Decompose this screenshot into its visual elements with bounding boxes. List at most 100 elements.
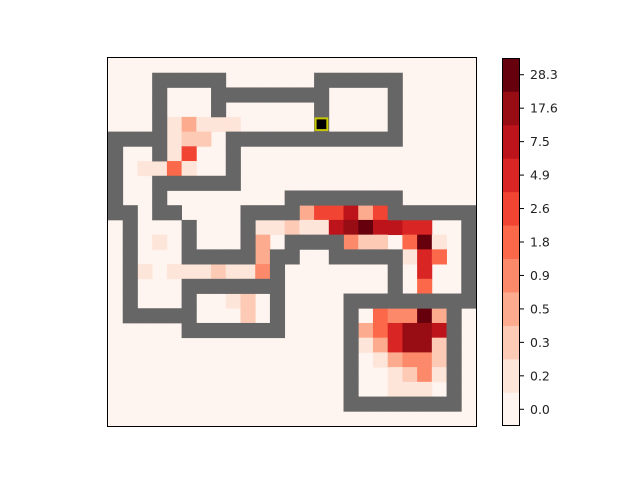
heatmap-cell bbox=[358, 322, 374, 339]
wall-cell bbox=[461, 219, 477, 236]
heatmap-cell bbox=[431, 308, 447, 324]
wall-cell bbox=[225, 131, 241, 147]
wall-cell bbox=[152, 205, 168, 221]
wall-cell bbox=[461, 264, 477, 280]
wall-cell bbox=[225, 87, 241, 103]
heatmap-cell bbox=[358, 219, 374, 236]
wall-cell bbox=[122, 293, 138, 309]
wall-cell bbox=[211, 87, 227, 103]
heatmap-cell bbox=[211, 116, 227, 132]
wall-cell bbox=[358, 131, 374, 147]
wall-cell bbox=[446, 337, 462, 353]
wall-cell bbox=[402, 293, 418, 309]
heatmap-cell bbox=[372, 352, 389, 368]
wall-cell bbox=[328, 131, 344, 147]
wall-cell bbox=[314, 190, 330, 206]
heatmap-cell bbox=[417, 234, 433, 250]
wall-cell bbox=[152, 131, 168, 147]
heatmap-frame bbox=[107, 57, 477, 427]
wall-cell bbox=[417, 205, 433, 221]
wall-cell bbox=[343, 72, 359, 88]
heatmap-cell bbox=[387, 337, 403, 353]
wall-cell bbox=[446, 308, 462, 324]
wall-cell bbox=[372, 72, 389, 88]
wall-cell bbox=[152, 116, 168, 132]
colorbar-tick-label: 0.3 bbox=[530, 335, 550, 350]
wall-cell bbox=[211, 322, 227, 339]
heatmap-cell bbox=[152, 234, 168, 250]
wall-cell bbox=[387, 205, 403, 221]
heatmap-cell bbox=[372, 322, 389, 339]
colorbar-segment bbox=[502, 392, 520, 427]
wall-cell bbox=[343, 308, 359, 324]
wall-cell bbox=[314, 72, 330, 88]
heatmap-cell bbox=[387, 322, 403, 339]
wall-cell bbox=[417, 396, 433, 412]
heatmap-cell bbox=[225, 293, 241, 309]
wall-cell bbox=[269, 87, 286, 103]
heatmap-cell bbox=[372, 234, 389, 250]
wall-cell bbox=[284, 249, 300, 265]
wall-cell bbox=[314, 131, 330, 147]
heatmap-cell bbox=[343, 205, 359, 221]
wall-cell bbox=[446, 293, 462, 309]
wall-cell bbox=[269, 308, 286, 324]
colorbar-segment bbox=[502, 158, 520, 193]
wall-cell bbox=[240, 87, 256, 103]
wall-cell bbox=[387, 278, 403, 294]
wall-cell bbox=[225, 146, 241, 162]
wall-cell bbox=[343, 190, 359, 206]
wall-cell bbox=[240, 322, 256, 339]
heatmap-cell bbox=[196, 264, 212, 280]
heatmap-cell bbox=[417, 219, 433, 236]
wall-cell bbox=[122, 205, 138, 221]
heatmap-cell bbox=[387, 381, 403, 397]
wall-cell bbox=[196, 72, 212, 88]
heatmap-cell bbox=[314, 219, 330, 236]
heatmap-cell bbox=[387, 367, 403, 383]
heatmap-cell bbox=[314, 205, 330, 221]
heatmap-cell bbox=[255, 264, 271, 280]
wall-cell bbox=[181, 293, 197, 309]
wall-cell bbox=[446, 396, 462, 412]
wall-cell bbox=[284, 234, 300, 250]
wall-cell bbox=[284, 131, 300, 147]
heatmap-cell bbox=[402, 352, 418, 368]
wall-cell bbox=[166, 308, 182, 324]
wall-cell bbox=[372, 249, 389, 265]
wall-cell bbox=[387, 116, 403, 132]
heatmap-cell bbox=[358, 234, 374, 250]
wall-cell bbox=[299, 87, 315, 103]
colorbar-tick-label: 2.6 bbox=[530, 201, 550, 216]
wall-cell bbox=[387, 190, 403, 206]
heatmap-cell bbox=[431, 367, 447, 383]
wall-cell bbox=[240, 219, 256, 236]
wall-cell bbox=[343, 131, 359, 147]
heatmap-cell bbox=[269, 219, 286, 236]
heatmap-cell bbox=[328, 205, 344, 221]
wall-cell bbox=[461, 249, 477, 265]
wall-cell bbox=[343, 249, 359, 265]
heatmap-cell bbox=[417, 367, 433, 383]
wall-cell bbox=[372, 293, 389, 309]
heatmap-cell bbox=[417, 337, 433, 353]
wall-cell bbox=[387, 131, 403, 147]
heatmap-cell bbox=[181, 146, 197, 162]
heatmap-cell bbox=[240, 308, 256, 324]
wall-cell bbox=[343, 337, 359, 353]
heatmap-cell bbox=[181, 116, 197, 132]
wall-cell bbox=[255, 278, 271, 294]
wall-cell bbox=[122, 264, 138, 280]
heatmap-cell bbox=[166, 116, 182, 132]
wall-cell bbox=[137, 131, 153, 147]
wall-cell bbox=[181, 322, 197, 339]
wall-cell bbox=[402, 396, 418, 412]
wall-cell bbox=[122, 219, 138, 236]
wall-cell bbox=[343, 381, 359, 397]
colorbar-tick-label: 17.6 bbox=[530, 101, 558, 116]
wall-cell bbox=[225, 249, 241, 265]
wall-cell bbox=[152, 175, 168, 191]
heatmap-cell bbox=[284, 219, 300, 236]
wall-cell bbox=[152, 87, 168, 103]
wall-cell bbox=[211, 102, 227, 118]
